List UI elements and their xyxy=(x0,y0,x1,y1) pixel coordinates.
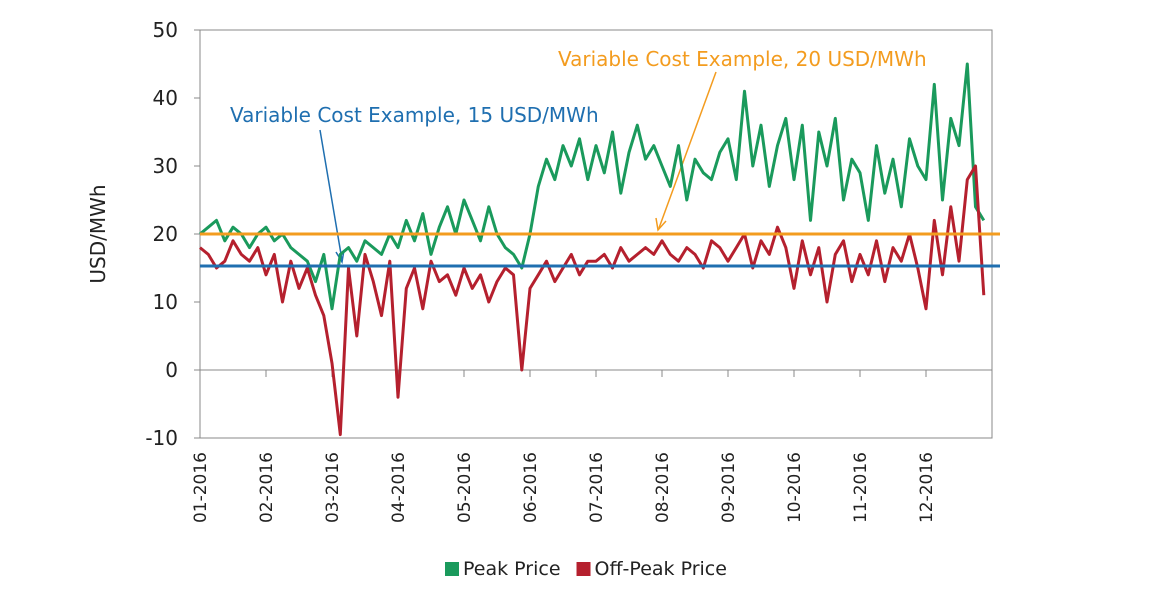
x-tick-label: 02-2016 xyxy=(257,452,277,523)
annotation-arrow xyxy=(658,71,717,229)
x-tick-label: 12-2016 xyxy=(917,452,937,523)
x-tick-label: 04-2016 xyxy=(389,452,409,523)
y-tick-label: -10 xyxy=(145,426,178,450)
x-tick-label: 06-2016 xyxy=(521,452,541,523)
legend-label: Peak Price xyxy=(463,558,561,580)
y-tick-label: 40 xyxy=(153,86,178,110)
x-tick-label: 11-2016 xyxy=(851,452,871,523)
legend-label: Off-Peak Price xyxy=(595,558,727,580)
x-tick-label: 05-2016 xyxy=(455,452,475,523)
y-tick-label: 30 xyxy=(153,154,178,178)
x-tick-label: 08-2016 xyxy=(653,452,673,523)
x-tick-label: 09-2016 xyxy=(719,452,739,523)
x-tick-label: 07-2016 xyxy=(587,452,607,523)
x-tick-label: 01-2016 xyxy=(191,452,211,523)
annotation: Variable Cost Example, 20 USD/MWh xyxy=(558,47,927,71)
legend-swatch xyxy=(576,562,591,576)
series-line xyxy=(199,164,986,437)
x-tick-label: 03-2016 xyxy=(323,452,343,523)
y-tick-label: 20 xyxy=(153,222,178,246)
x-tick-label: 10-2016 xyxy=(785,452,805,523)
annotation: Variable Cost Example, 15 USD/MWh xyxy=(230,103,599,127)
arrow-head xyxy=(655,217,667,232)
arrow-head xyxy=(335,249,345,265)
legend-swatch xyxy=(445,562,459,576)
y-tick-label: 10 xyxy=(153,290,178,314)
y-axis-label: USD/MWh xyxy=(86,184,110,283)
annotation-arrow xyxy=(319,129,343,261)
series-line xyxy=(199,62,986,311)
y-tick-label: 0 xyxy=(165,358,178,382)
y-tick-label: 50 xyxy=(153,18,178,42)
